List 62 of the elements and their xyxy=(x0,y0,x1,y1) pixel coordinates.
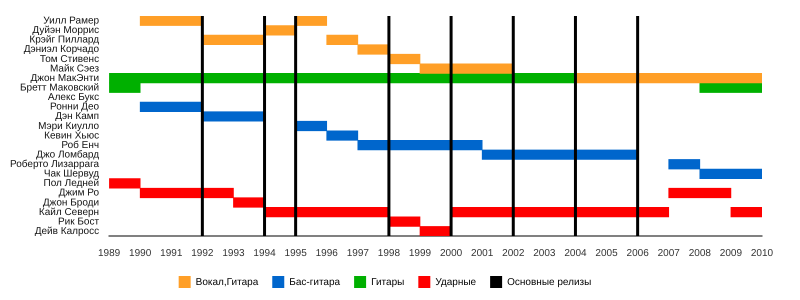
legend-label: Ударные xyxy=(435,276,477,288)
x-tick-label: 1991 xyxy=(160,248,183,259)
bar xyxy=(140,16,203,26)
y-tick-label: Роберто Лизаррага xyxy=(10,159,100,170)
y-tick-label: Дэниэл Корчадо xyxy=(24,44,100,56)
y-tick-label: Том Стивенс xyxy=(40,54,100,65)
bar xyxy=(264,206,390,218)
x-tick-label: 2000 xyxy=(440,248,463,259)
x-tick-label: 1990 xyxy=(129,248,152,259)
legend-label: Гитары xyxy=(371,276,404,288)
bar xyxy=(730,206,762,218)
x-tick-label: 1997 xyxy=(346,248,370,259)
y-tick-label: Мэри Киулло xyxy=(38,120,100,132)
bar xyxy=(202,34,265,46)
y-tick-label: Кевин Хьюс xyxy=(44,130,100,142)
y-tick-label: Крэйг Пиллард xyxy=(29,34,100,46)
legend-label: Вокал,Гитара xyxy=(196,276,259,288)
x-tick-label: 2001 xyxy=(471,248,494,259)
x-tick-label: 2007 xyxy=(658,248,680,259)
y-tick-label: Дуйэн Моррис xyxy=(32,25,100,36)
x-tick-label: 2010 xyxy=(750,248,774,259)
x-tick-label: 1994 xyxy=(253,248,276,259)
y-tick-label: Майк Сэез xyxy=(50,63,100,74)
x-tick-label: 2003 xyxy=(533,248,556,259)
bar xyxy=(575,73,762,84)
legend-label: Основные релизы xyxy=(507,276,592,288)
y-tick-label: Пол Ледней xyxy=(44,178,100,190)
x-tick-label: 1998 xyxy=(378,248,400,259)
x-tick-label: 1989 xyxy=(98,248,121,259)
bar xyxy=(699,82,762,93)
bar xyxy=(264,25,296,36)
y-tick-label: Уилл Рамер xyxy=(43,16,100,27)
x-tick-label: 2005 xyxy=(595,248,618,259)
x-tick-label: 1999 xyxy=(408,248,432,259)
y-tick-label: Алекс Букс xyxy=(48,92,100,104)
y-tick-label: Рик Бост xyxy=(58,216,100,228)
x-tick-label: 2006 xyxy=(626,248,650,259)
x-tick-label: 2008 xyxy=(688,248,712,259)
y-tick-label: Джон МакЭнти xyxy=(30,72,100,84)
y-tick-label: Дэн Камп xyxy=(55,111,100,122)
bar xyxy=(668,188,732,198)
y-tick-label: Джо Ломбард xyxy=(36,149,100,160)
y-tick-label: Джон Броди xyxy=(42,197,100,208)
bar xyxy=(202,111,265,122)
legend-label: Бас-гитара xyxy=(289,276,341,288)
y-tick-label: Роб Енч xyxy=(61,140,100,151)
y-tick-label: Кайл Северн xyxy=(38,206,100,218)
x-tick-label: 1996 xyxy=(316,248,338,259)
bar xyxy=(140,102,203,112)
y-tick-label: Бретт Маковский xyxy=(20,82,100,94)
bar xyxy=(450,206,670,218)
x-tick-label: 2002 xyxy=(502,248,525,259)
x-tick-label: 2004 xyxy=(564,248,588,259)
y-tick-label: Чак Шервуд xyxy=(44,168,100,180)
x-tick-label: 1992 xyxy=(191,248,214,259)
y-tick-label: Дейв Калросс xyxy=(34,226,100,237)
y-tick-label: Ронни Део xyxy=(50,102,100,113)
y-tick-label: Джим Ро xyxy=(58,188,100,199)
x-tick-label: 1993 xyxy=(222,248,246,259)
bar xyxy=(295,16,328,26)
x-tick-label: 2009 xyxy=(720,248,742,259)
x-tick-label: 1995 xyxy=(284,248,308,259)
